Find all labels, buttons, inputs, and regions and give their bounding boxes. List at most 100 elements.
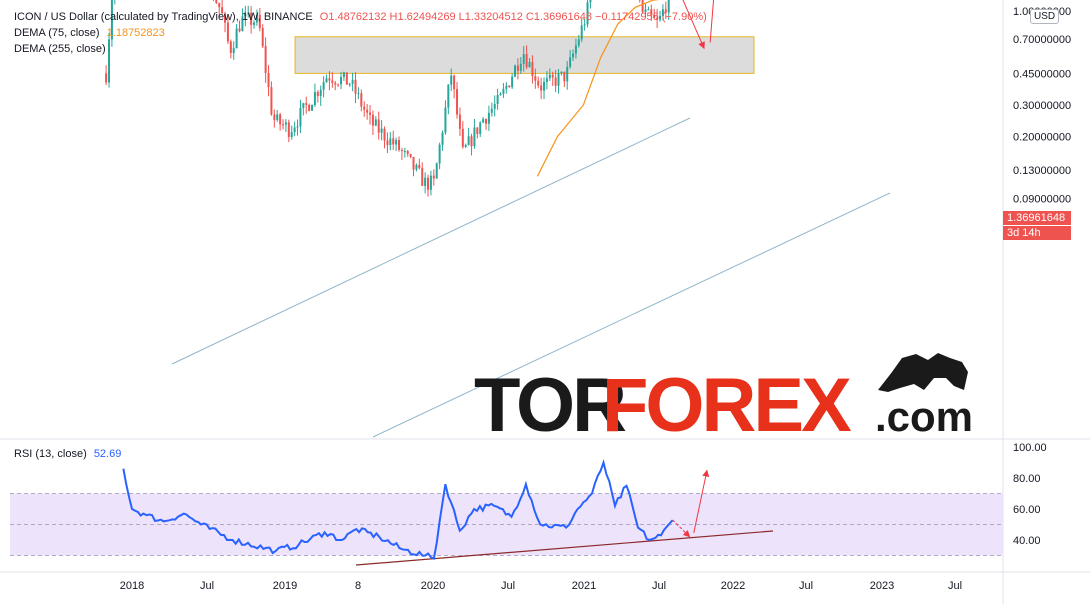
rsi-axis-label: 100.00: [1013, 442, 1047, 454]
candle-body: [557, 73, 560, 86]
candle-body: [345, 72, 348, 85]
dema75-legend[interactable]: DEMA (75, close) 1.18752823: [14, 27, 169, 39]
rsi-trendline[interactable]: [355, 530, 774, 566]
candle-body: [641, 0, 644, 12]
candle-body: [366, 109, 369, 113]
candle-body: [316, 91, 319, 97]
candle-body: [667, 0, 670, 13]
candle-body: [577, 39, 580, 46]
candle-body: [267, 72, 270, 88]
rsi-legend[interactable]: RSI (13, close) 52.69: [14, 448, 125, 460]
candle-body: [650, 9, 653, 15]
time-axis-label: Jul: [799, 580, 813, 592]
candle-body: [418, 164, 421, 168]
price-axis-label: 0.13000000: [1013, 165, 1071, 177]
candle-body: [522, 54, 525, 64]
candle-body: [531, 61, 534, 77]
countdown-tag: 3d 14h: [1003, 226, 1071, 240]
candle-body: [386, 140, 389, 146]
candle-body: [432, 175, 435, 179]
candle-body: [244, 13, 247, 17]
candle-body: [287, 122, 290, 137]
time-axis-label: Jul: [948, 580, 962, 592]
candle-body: [261, 28, 264, 47]
watermark-forex: FOREX: [602, 363, 852, 448]
symbol-title[interactable]: ICON / US Dollar (calculated by TradingV…: [14, 11, 313, 23]
watermark-tor: TOR: [474, 363, 626, 448]
candle-body: [247, 12, 250, 14]
ohlc-values: O1.48762132 H1.62494269 L1.33204512 C1.3…: [319, 11, 707, 23]
candle-body: [470, 136, 473, 147]
candle-body: [653, 14, 656, 18]
candle-body: [569, 57, 572, 67]
candle-body: [563, 71, 566, 82]
candle-body: [566, 66, 569, 82]
candle-body: [447, 84, 450, 108]
dema75-line[interactable]: [536, 0, 672, 177]
time-axis-label: 2018: [120, 580, 144, 592]
candle-body: [427, 177, 430, 190]
candle-body: [644, 9, 647, 12]
channel-lower[interactable]: [372, 192, 891, 438]
candle-body: [406, 150, 409, 154]
candle-body: [421, 167, 424, 186]
candle-body: [545, 78, 548, 82]
candle-body: [392, 138, 395, 145]
candle-body: [580, 25, 583, 40]
candle-body: [540, 85, 543, 91]
candle-body: [528, 61, 531, 68]
candle-body: [508, 85, 511, 88]
price-axis-label: 0.09000000: [1013, 194, 1071, 206]
candle-body: [395, 139, 398, 145]
candle-body: [450, 75, 453, 85]
candle-body: [331, 80, 334, 83]
candle-body: [328, 78, 331, 81]
candle-body: [490, 108, 493, 113]
rsi-value: 52.69: [93, 448, 122, 460]
candle-body: [363, 106, 366, 110]
candle-body: [340, 77, 343, 85]
projection-arrow-up[interactable]: [709, 0, 724, 43]
price-axis-label: 0.70000000: [1013, 34, 1071, 46]
rsi-arrow-down[interactable]: [672, 519, 691, 538]
candle-body: [383, 128, 386, 141]
channel-upper[interactable]: [171, 117, 691, 365]
candle-body: [238, 28, 241, 32]
candle-body: [589, 0, 592, 3]
candle-body: [290, 132, 293, 137]
dema255-legend[interactable]: DEMA (255, close): [14, 43, 110, 55]
rsi-line[interactable]: [122, 459, 674, 561]
time-axis-label: 2022: [721, 580, 745, 592]
candle-body: [502, 88, 505, 94]
projection-arrow-down[interactable]: [675, 0, 705, 50]
candle-body: [473, 127, 476, 147]
candle-body: [482, 119, 485, 123]
candle-body: [221, 7, 224, 14]
candle-body: [371, 114, 374, 126]
bull-logo-icon: [878, 353, 968, 392]
candle-body: [273, 114, 276, 121]
currency-badge[interactable]: USD: [1030, 9, 1060, 24]
candle-body: [322, 82, 325, 90]
candle-body: [647, 9, 650, 11]
time-axis-label: Jul: [200, 580, 214, 592]
candle-body: [264, 46, 267, 73]
candle-body: [464, 144, 467, 147]
candle-body: [241, 16, 244, 32]
candle-body: [351, 79, 354, 84]
candle-body: [458, 114, 461, 129]
candle-body: [311, 105, 314, 111]
candle-body: [456, 89, 459, 115]
candle-body: [308, 104, 311, 111]
rsi-arrow-up[interactable]: [693, 469, 710, 534]
candle-body: [299, 107, 302, 127]
candle-body: [110, 0, 113, 40]
candle-body: [496, 95, 499, 104]
candle-body: [583, 24, 586, 26]
candle-body: [357, 93, 360, 95]
price-axis-label: 0.45000000: [1013, 68, 1071, 80]
candle-body: [235, 28, 238, 49]
candle-body: [444, 107, 447, 133]
candle-body: [485, 119, 488, 124]
